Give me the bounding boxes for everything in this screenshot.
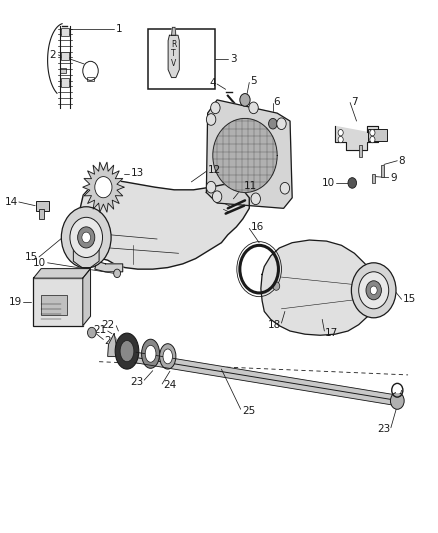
Text: 15: 15 [25,252,38,262]
Bar [148,29,215,90]
Polygon shape [168,35,179,78]
Polygon shape [33,269,91,278]
Text: 3: 3 [230,54,237,64]
Polygon shape [172,27,176,35]
Text: 12: 12 [208,165,221,175]
Text: 7: 7 [351,96,358,107]
Text: R
T
V: R T V [171,39,177,68]
Bar [33,278,83,326]
Circle shape [249,102,258,114]
Text: 24: 24 [163,381,177,391]
Circle shape [211,102,220,114]
Circle shape [370,286,377,295]
Text: 9: 9 [390,173,397,183]
Circle shape [268,118,277,129]
Circle shape [206,114,216,125]
Polygon shape [261,240,376,335]
Text: 5: 5 [251,76,257,86]
Text: 21: 21 [94,325,107,335]
Circle shape [240,94,250,106]
Circle shape [351,263,396,318]
Text: 20: 20 [105,336,118,345]
Text: 17: 17 [325,328,339,337]
Circle shape [273,282,280,290]
Text: 18: 18 [267,320,281,330]
Ellipse shape [120,341,134,362]
Polygon shape [335,126,378,150]
Circle shape [78,227,95,248]
Polygon shape [83,269,91,326]
Text: 23: 23 [377,424,390,434]
Text: 1: 1 [116,23,123,34]
Circle shape [82,232,91,243]
Ellipse shape [145,345,156,362]
Bar [61,28,69,36]
Circle shape [114,269,120,278]
Circle shape [251,193,261,205]
Polygon shape [83,162,124,212]
Circle shape [206,181,216,193]
Bar [36,201,49,211]
Circle shape [280,182,290,194]
Polygon shape [73,248,99,268]
Bar [41,295,67,315]
Ellipse shape [115,333,139,369]
Text: 6: 6 [274,96,280,107]
Circle shape [390,392,404,409]
Bar [61,78,69,87]
Text: 10: 10 [33,258,46,268]
Polygon shape [213,118,277,192]
Circle shape [359,272,389,309]
Bar [359,145,362,157]
Circle shape [277,118,286,130]
Ellipse shape [163,349,173,364]
Text: 19: 19 [9,297,22,307]
Circle shape [212,191,222,203]
Text: 15: 15 [403,294,416,304]
Text: 10: 10 [322,178,335,188]
Text: 14: 14 [4,197,18,207]
Text: 4: 4 [210,78,216,88]
Circle shape [88,327,96,338]
Circle shape [338,136,343,143]
Text: 8: 8 [399,156,405,166]
Text: 11: 11 [244,181,258,191]
Text: 2: 2 [49,50,56,60]
Polygon shape [206,100,292,208]
Text: 13: 13 [131,168,144,178]
Bar [367,129,387,141]
Bar [60,68,67,74]
Polygon shape [108,334,118,357]
Bar [381,165,384,176]
Circle shape [70,217,102,257]
Circle shape [370,130,375,136]
Text: 23: 23 [130,377,143,387]
Ellipse shape [141,339,159,368]
Text: 25: 25 [242,406,255,416]
Circle shape [366,281,381,300]
Bar [372,174,375,183]
Bar [87,77,94,82]
Circle shape [338,130,343,136]
Bar [61,52,69,60]
Bar [39,209,44,219]
Circle shape [61,207,111,268]
Circle shape [370,136,375,143]
Ellipse shape [159,344,176,369]
Text: 16: 16 [251,222,264,232]
Polygon shape [95,261,123,272]
Polygon shape [79,179,249,269]
Circle shape [348,177,357,188]
Text: 22: 22 [102,320,115,330]
Circle shape [95,176,112,198]
